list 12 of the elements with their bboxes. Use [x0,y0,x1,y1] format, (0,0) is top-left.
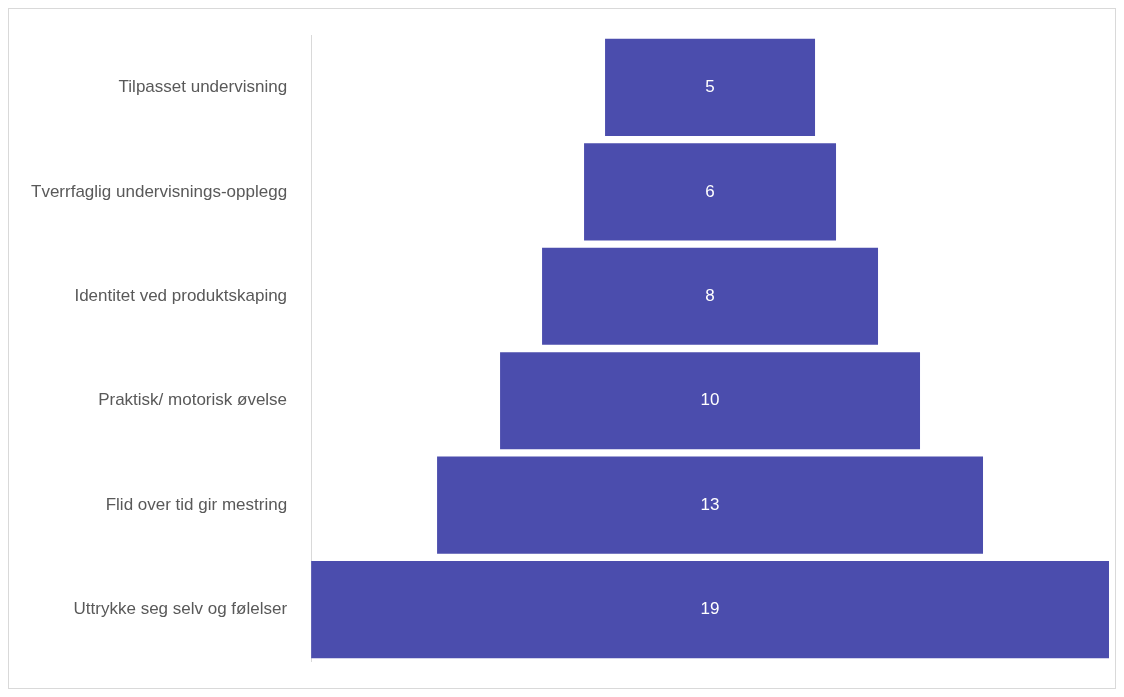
category-label: Flid over tid gir mestring [105,494,288,514]
data-label: 10 [700,390,720,410]
data-label: 6 [705,181,715,201]
category-label: Tverrfaglig undervisnings-opplegg [30,181,288,201]
data-label: 5 [705,77,715,97]
data-label: 13 [700,494,720,514]
data-label: 8 [705,285,715,305]
category-label: Tilpasset undervisning [118,77,288,97]
category-label: Praktisk/ motorisk øvelse [98,390,288,410]
category-label: Uttrykke seg selv og følelser [73,599,288,619]
category-label: Identitet ved produktskaping [74,285,288,305]
data-label: 19 [700,599,720,619]
